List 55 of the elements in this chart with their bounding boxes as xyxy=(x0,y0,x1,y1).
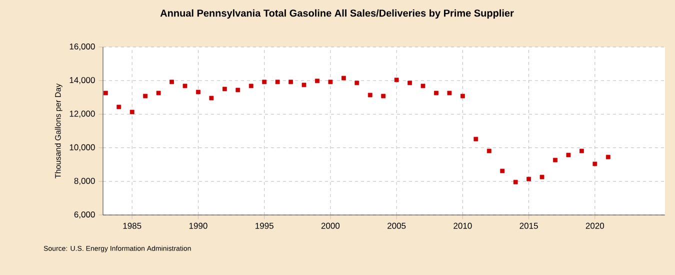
point xyxy=(196,90,200,94)
point xyxy=(341,76,346,80)
point xyxy=(288,80,293,84)
point xyxy=(500,168,505,174)
x-tick-label: 1995 xyxy=(256,222,274,229)
point xyxy=(553,158,558,162)
y-tick-label: 8,000 xyxy=(74,178,95,185)
point xyxy=(209,96,214,100)
x-tick-label: 1990 xyxy=(189,222,208,229)
point xyxy=(474,136,478,142)
point xyxy=(315,78,320,84)
point xyxy=(460,94,465,98)
point xyxy=(130,110,134,114)
x-tick-label: 2020 xyxy=(586,222,604,229)
point xyxy=(236,88,240,92)
point xyxy=(248,84,254,88)
point xyxy=(116,104,122,110)
point xyxy=(143,94,148,98)
point xyxy=(486,148,492,154)
y-tick-label: 10,000 xyxy=(70,144,95,152)
point xyxy=(526,176,531,182)
point xyxy=(381,94,386,98)
point xyxy=(302,82,306,88)
x-tick-label: 2010 xyxy=(454,222,472,229)
y-tick-label: 6,000 xyxy=(74,211,95,218)
x-tick-label: 2015 xyxy=(520,222,538,229)
x-tick-label: 2000 xyxy=(321,222,340,229)
point xyxy=(328,80,333,84)
point xyxy=(566,152,571,158)
point xyxy=(262,80,267,84)
point xyxy=(420,84,426,88)
point xyxy=(170,80,174,84)
point xyxy=(222,86,227,92)
point xyxy=(408,80,412,86)
x-tick-label: 1985 xyxy=(123,222,142,229)
y-tick-label: 16,000 xyxy=(70,43,95,50)
point xyxy=(513,180,518,184)
point xyxy=(579,148,584,154)
point xyxy=(434,90,438,96)
point xyxy=(275,80,280,84)
point xyxy=(103,90,108,96)
point xyxy=(354,80,360,86)
point xyxy=(394,78,399,82)
point xyxy=(606,154,610,160)
point xyxy=(156,90,161,96)
point xyxy=(447,90,452,96)
point xyxy=(182,84,188,88)
y-tick-label: 14,000 xyxy=(70,77,95,84)
point xyxy=(368,92,372,98)
y-axis-title: Thousand Gallons per Day xyxy=(54,83,62,178)
point xyxy=(540,174,544,180)
y-tick-label: 12,000 xyxy=(70,110,95,118)
point xyxy=(592,162,598,166)
chart-title: Annual Pennsylvania Total Gasoline All Sales/Deliveries by Prime Supplier xyxy=(160,9,514,19)
x-tick-label: 2005 xyxy=(388,222,406,229)
